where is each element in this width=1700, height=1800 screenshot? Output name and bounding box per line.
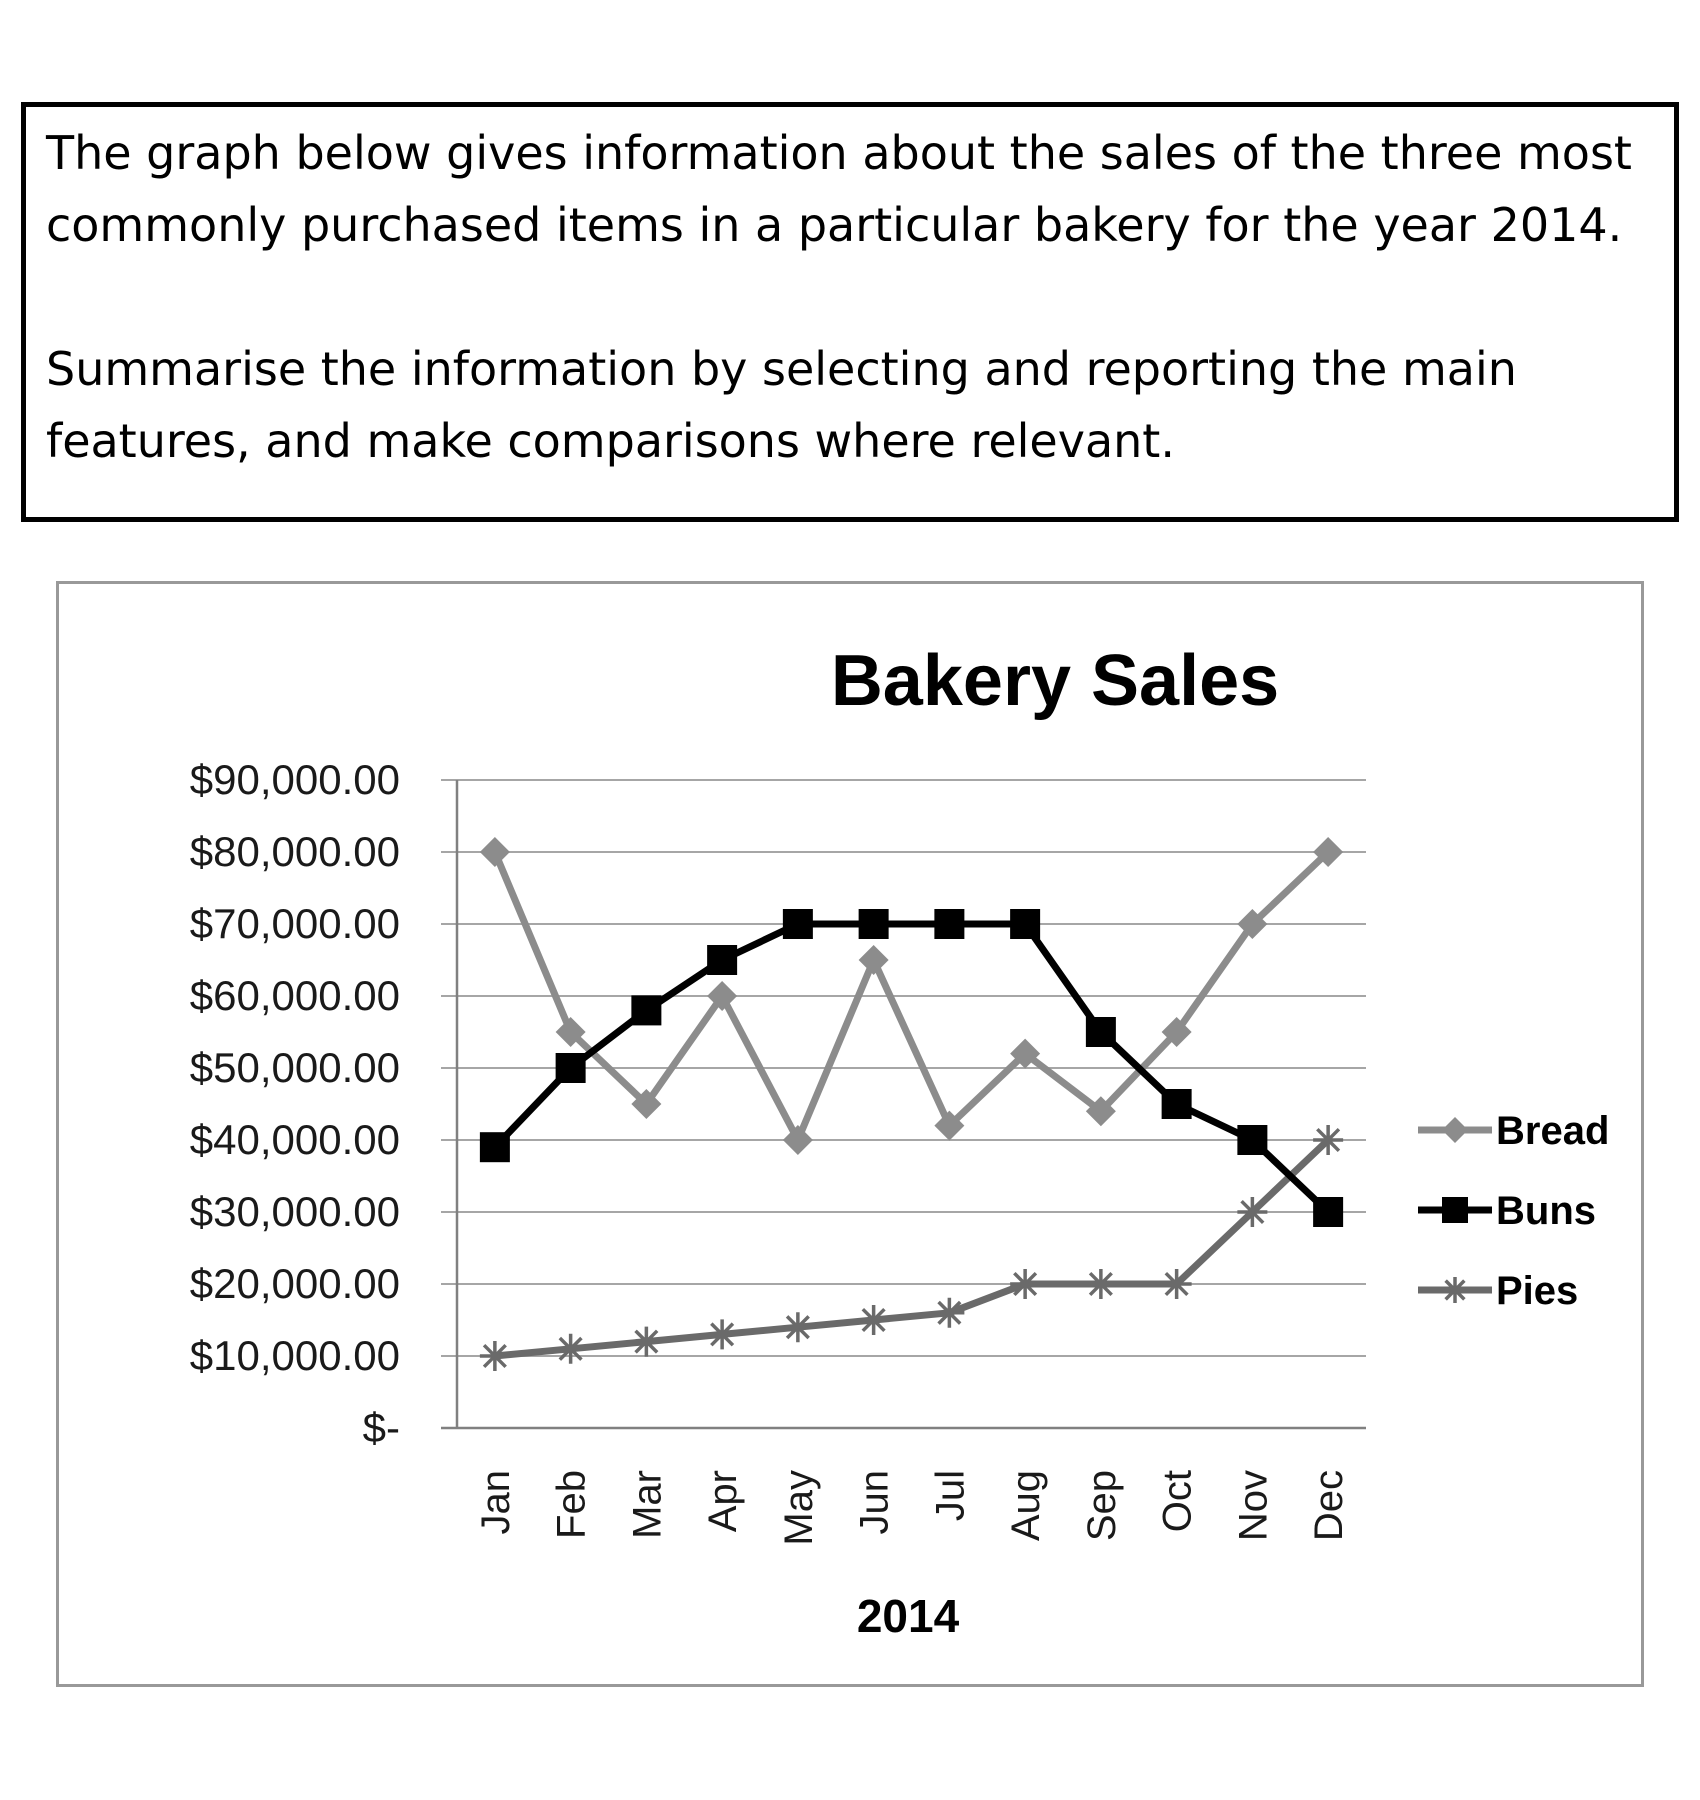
data-point-pies — [1313, 1125, 1344, 1155]
task-text-line-3: Summarise the information by selecting a… — [46, 342, 1517, 396]
y-axis-tick-labels: $- $10,000.00 $20,000.00 $30,000.00 $40,000.… — [190, 756, 400, 1451]
data-point-bread — [1313, 837, 1344, 867]
y-tick-label: $30,000.00 — [190, 1188, 400, 1235]
data-point-pies — [1085, 1269, 1116, 1299]
data-point-bread — [1010, 1038, 1041, 1069]
data-point-buns — [934, 909, 965, 939]
data-point-pies — [555, 1333, 586, 1364]
y-tick-label: $50,000.00 — [190, 1044, 400, 1091]
legend-marker — [1442, 1277, 1468, 1303]
chart-title: Bakery Sales — [831, 641, 1279, 721]
data-point-buns — [555, 1053, 586, 1083]
data-point-buns — [1161, 1089, 1192, 1119]
x-tick-label: Aug — [1004, 1470, 1048, 1541]
data-series — [479, 837, 1344, 1371]
data-point-pies — [1010, 1269, 1041, 1299]
chart-frame — [56, 581, 1644, 1687]
legend: Bread Buns Pies — [1418, 1109, 1609, 1313]
legend-item-buns: Buns — [1418, 1189, 1596, 1233]
x-tick-label: Apr — [701, 1470, 745, 1532]
series-pies — [479, 1125, 1344, 1371]
x-axis-title: 2014 — [857, 1590, 960, 1642]
data-point-pies — [1161, 1269, 1192, 1299]
task-text-line-1: The graph below gives information about … — [46, 126, 1632, 180]
x-tick-label: Jun — [853, 1470, 897, 1535]
x-tick-label: Jul — [928, 1470, 972, 1521]
data-point-bread — [782, 1125, 813, 1155]
task-text-line-2: commonly purchased items in a particular… — [46, 198, 1623, 252]
x-tick-label: Sep — [1080, 1470, 1124, 1541]
data-point-buns — [782, 909, 813, 939]
data-point-pies — [782, 1312, 813, 1343]
data-point-bread — [1161, 1017, 1192, 1047]
task-text-line-4: features, and make comparisons where rel… — [46, 414, 1175, 468]
data-point-buns — [1085, 1017, 1116, 1047]
legend-marker — [1442, 1117, 1468, 1143]
data-point-pies — [631, 1326, 662, 1357]
x-tick-label: May — [777, 1470, 821, 1546]
data-point-buns — [1313, 1197, 1344, 1227]
data-point-buns — [631, 995, 662, 1026]
legend-item-bread: Bread — [1418, 1109, 1609, 1153]
data-point-pies — [1237, 1197, 1268, 1227]
data-point-pies — [858, 1305, 889, 1335]
series-line-pies — [494, 1137, 1331, 1360]
data-point-buns — [1237, 1125, 1268, 1155]
series-line-bread — [491, 849, 1331, 1144]
x-tick-label: Dec — [1307, 1470, 1351, 1541]
y-tick-label: $40,000.00 — [190, 1116, 400, 1163]
data-point-bread — [631, 1089, 662, 1119]
data-point-buns — [479, 1132, 510, 1163]
y-tick-label: $- — [363, 1404, 400, 1451]
y-tick-label: $60,000.00 — [190, 972, 400, 1019]
data-point-buns — [707, 945, 738, 975]
legend-label: Bread — [1496, 1109, 1609, 1153]
x-tick-label: Feb — [550, 1470, 594, 1539]
legend-item-pies: Pies — [1418, 1269, 1578, 1313]
data-point-bread — [1237, 909, 1268, 939]
data-point-pies — [934, 1297, 965, 1328]
y-tick-label: $10,000.00 — [190, 1332, 400, 1379]
x-tick-label: Nov — [1231, 1470, 1275, 1541]
y-tick-label: $70,000.00 — [190, 900, 400, 947]
x-axis-tick-labels: Jan Feb Mar Apr May Jun Jul Aug Sep Oct Nov Dec — [474, 1470, 1351, 1546]
x-tick-label: Jan — [474, 1470, 518, 1535]
series-buns — [479, 909, 1344, 1227]
x-tick-label: Mar — [625, 1470, 669, 1539]
data-point-bread — [858, 945, 889, 975]
data-point-pies — [707, 1319, 738, 1350]
grid-lines — [441, 779, 1366, 1430]
y-tick-label: $20,000.00 — [190, 1260, 400, 1307]
data-point-pies — [479, 1341, 510, 1371]
data-point-bread — [555, 1017, 586, 1047]
task-prompt-box: The graph below gives information about … — [21, 102, 1679, 522]
data-point-bread — [479, 837, 510, 867]
y-tick-label: $90,000.00 — [190, 756, 400, 803]
data-point-bread — [707, 981, 738, 1011]
legend-marker — [1442, 1197, 1468, 1223]
data-point-bread — [934, 1110, 965, 1141]
series-bread — [479, 837, 1344, 1155]
legend-label: Pies — [1496, 1269, 1578, 1313]
data-point-buns — [858, 909, 889, 939]
y-tick-label: $80,000.00 — [190, 828, 400, 875]
data-point-buns — [1010, 909, 1041, 939]
data-point-bread — [1085, 1096, 1116, 1127]
legend-label: Buns — [1496, 1189, 1596, 1233]
x-tick-label: Oct — [1156, 1470, 1200, 1532]
